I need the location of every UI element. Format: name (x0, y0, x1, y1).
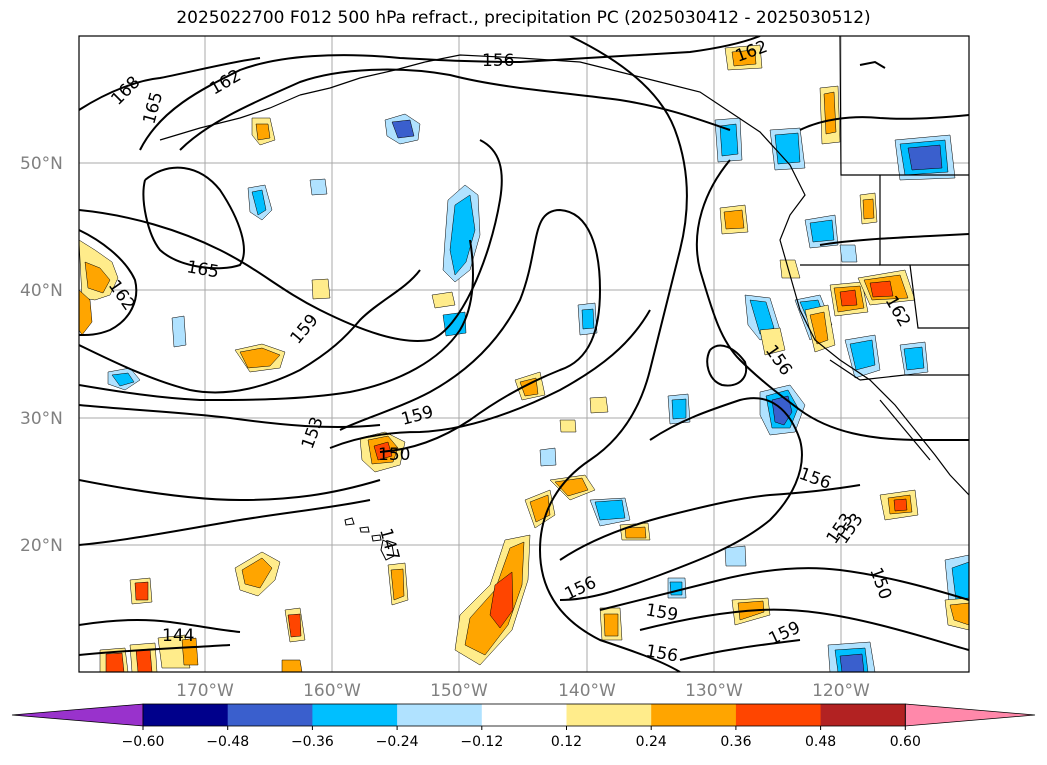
colorbar-arrow-high (904, 703, 1036, 727)
precip-shading (79, 44, 969, 672)
colorbar-segment (227, 704, 313, 726)
colorbar-ticks: −0.60 −0.48 −0.36 −0.24 −0.12 0.12 0.24 0.36 0.4… (122, 726, 921, 750)
longitude-labels: 170°W 160°W 150°W 140°W 130°W 120°W (176, 681, 870, 701)
coastlines (159, 36, 969, 496)
colorbar-tick-label: 0.24 (636, 734, 667, 750)
colorbar-tick-label: 0.12 (551, 734, 582, 750)
colorbar-arrow-low (11, 703, 144, 727)
contour-label: 150 (378, 445, 410, 465)
colorbar (11, 703, 1036, 727)
colorbar-tick-label: −0.12 (460, 734, 503, 750)
colorbar-segment (397, 704, 483, 726)
contour-label: 156 (482, 51, 514, 71)
lon-label-160w: 160°W (303, 681, 361, 701)
colorbar-segment (566, 704, 652, 726)
colorbar-border (142, 703, 906, 727)
lat-label-40: 40°N (20, 281, 63, 301)
colorbar-tick-label: −0.24 (376, 734, 419, 750)
hawaiian-islands (344, 517, 395, 561)
lon-label-150w: 150°W (430, 681, 488, 701)
lon-label-140w: 140°W (558, 681, 616, 701)
contour-label: 144 (162, 626, 194, 646)
colorbar-segment (735, 704, 822, 726)
colorbar-tick-label: 0.60 (890, 734, 921, 750)
colorbar-segment (481, 704, 567, 726)
lat-label-50: 50°N (20, 154, 63, 174)
colorbar-segment (651, 704, 737, 726)
lon-label-120w: 120°W (812, 681, 870, 701)
map-frame (78, 35, 970, 673)
colorbar-tick-label: 0.36 (720, 734, 751, 750)
colorbar-segment (143, 704, 229, 726)
colorbar-tick-label: 0.48 (805, 734, 836, 750)
refractivity-contours (79, 36, 969, 672)
colorbar-tick-label: −0.48 (206, 734, 249, 750)
lon-label-130w: 130°W (685, 681, 743, 701)
map-title: 2025022700 F012 500 hPa refract., precip… (176, 8, 871, 28)
colorbar-segment (820, 704, 906, 726)
lat-label-30: 30°N (20, 409, 63, 429)
colorbar-tick-label: −0.36 (291, 734, 334, 750)
colorbar-tick-label: −0.60 (122, 734, 165, 750)
lat-label-20: 20°N (20, 536, 63, 556)
lon-label-170w: 170°W (176, 681, 234, 701)
colorbar-segment (312, 704, 398, 726)
latitude-labels: 50°N 40°N 30°N 20°N (20, 154, 63, 556)
